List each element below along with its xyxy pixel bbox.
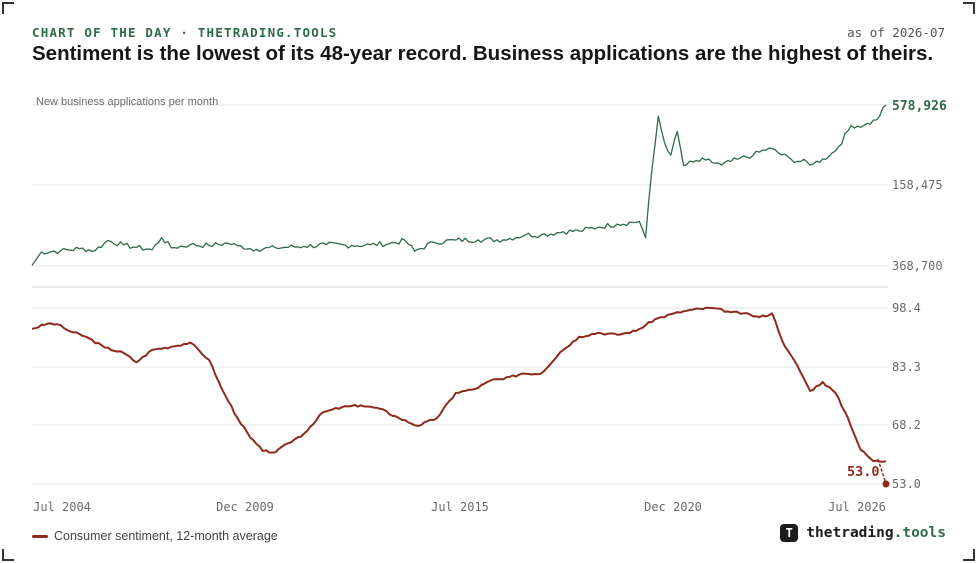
brand-name: thetrading: [806, 525, 894, 541]
applications-last-value: 578,926: [892, 99, 947, 114]
axis-labels: 578,926 158,475 368,700 98.4 83.3 68.2 53.0 53.…: [33, 99, 947, 514]
x-tick-label: Jul 2004: [33, 500, 91, 514]
sentiment-line: [31, 306, 887, 463]
x-tick-label: Jul 2026: [828, 500, 886, 514]
gridlines: [32, 104, 888, 485]
x-tick-label: Dec 2020: [644, 500, 702, 514]
corner-mark-top-left: [2, 2, 14, 14]
y-tick-sentiment: 83.3: [892, 360, 921, 374]
applications-panel-title: New business applications per month: [36, 96, 218, 108]
brand-wordmark: thetrading.tools: [806, 525, 946, 541]
corner-mark-top-right: [963, 2, 975, 14]
chart-headline: Sentiment is the lowest of its 48-year r…: [32, 42, 934, 65]
brand-tld: .tools: [893, 525, 946, 541]
x-tick-label: Dec 2009: [216, 500, 274, 514]
sentiment-tail: [877, 458, 887, 485]
brand-logo: T thetrading.tools: [780, 524, 946, 542]
legend-swatch-sentiment: [32, 534, 48, 538]
sentiment-last-point: [882, 480, 890, 488]
y-tick-sentiment: 68.2: [892, 418, 921, 432]
y-tick-applications: 158,475: [892, 178, 943, 192]
brand-t-icon: T: [780, 524, 799, 542]
x-tick-label: Jul 2015: [431, 500, 489, 514]
series-lines: [31, 104, 890, 488]
y-tick-sentiment: 53.0: [892, 477, 921, 491]
y-tick-applications: 368,700: [892, 259, 943, 273]
legend-label-sentiment: Consumer sentiment, 12-month average: [54, 529, 278, 543]
applications-line: [31, 104, 887, 266]
corner-mark-bottom-left: [2, 549, 14, 561]
y-tick-sentiment: 98.4: [892, 301, 921, 315]
corner-mark-bottom-right: [963, 549, 975, 561]
legend: Consumer sentiment, 12-month average: [32, 529, 278, 543]
chart-kicker: CHART OF THE DAY · THETRADING.TOOLS: [32, 25, 338, 40]
as-of-date: as of 2026-07: [847, 25, 945, 40]
sentiment-last-value: 53.0: [847, 464, 880, 480]
